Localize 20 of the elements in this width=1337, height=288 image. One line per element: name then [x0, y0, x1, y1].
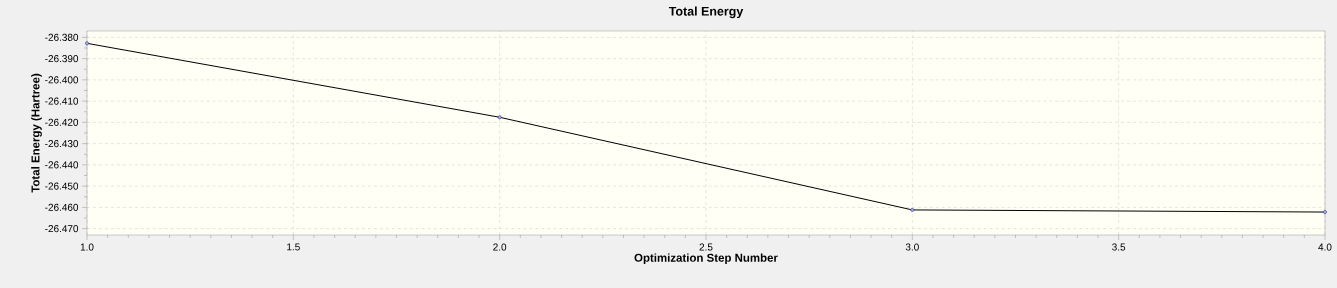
- y-axis-title: Total Energy (Hartree): [31, 73, 42, 193]
- x-axis-title: Optimization Step Number: [634, 253, 778, 265]
- y-tick-label: -26.440: [45, 161, 79, 169]
- y-tick-label: -26.400: [45, 76, 79, 84]
- chart-title: Total Energy: [668, 6, 744, 19]
- x-tick-label: 1.5: [287, 243, 300, 251]
- y-tick-label: -26.390: [45, 55, 79, 63]
- y-tick-label: -26.450: [45, 182, 79, 190]
- y-tick-label: -26.380: [45, 33, 79, 41]
- x-tick-label: 2.0: [493, 243, 507, 251]
- x-tick-label: 1.0: [80, 243, 94, 251]
- y-tick-label: -26.420: [45, 118, 79, 126]
- x-tick-label: 3.5: [1112, 243, 1126, 251]
- y-tick-label: -26.410: [45, 97, 79, 105]
- x-tick-label: 4.0: [1318, 243, 1332, 251]
- x-tick-label: 2.5: [699, 243, 713, 251]
- x-tick-label: 3.0: [905, 243, 919, 251]
- y-tick-label: -26.430: [45, 140, 79, 148]
- y-tick-label: -26.460: [45, 203, 79, 211]
- y-tick-label: -26.470: [45, 225, 79, 233]
